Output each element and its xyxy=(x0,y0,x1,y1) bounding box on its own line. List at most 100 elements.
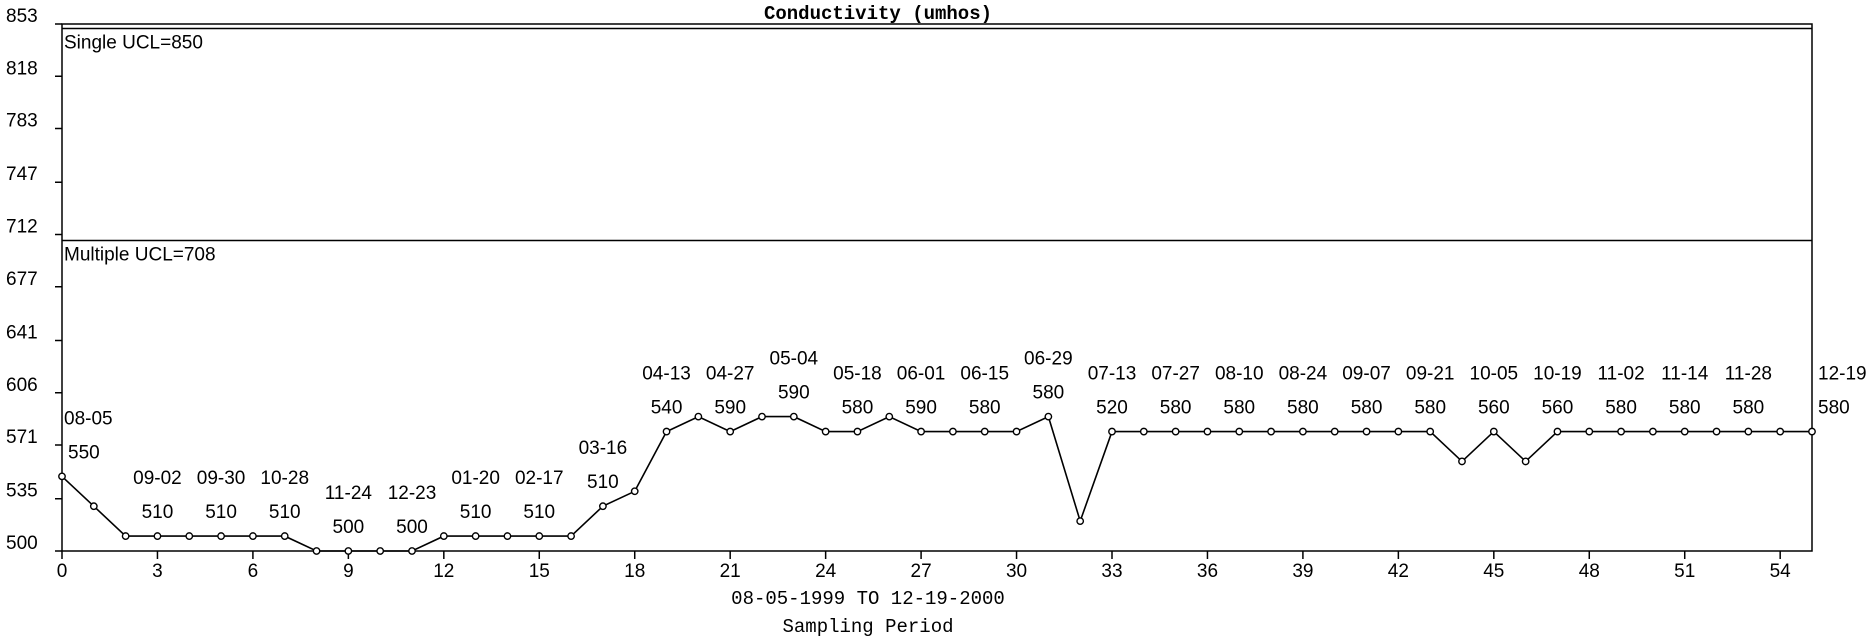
x-tick-label: 15 xyxy=(529,561,550,582)
data-point xyxy=(121,532,130,540)
data-point xyxy=(1108,427,1116,436)
y-tick-label: 783 xyxy=(6,111,38,132)
x-tick-label: 54 xyxy=(1770,561,1792,582)
point-value-label: 580 xyxy=(1818,398,1850,419)
data-point xyxy=(1267,427,1275,436)
date-range-label: 08-05-1999 TO 12-19-2000 xyxy=(731,588,1005,610)
data-point xyxy=(1426,427,1435,436)
x-tick-label: 36 xyxy=(1197,561,1218,582)
x-tick-label: 39 xyxy=(1292,561,1313,582)
point-value-label: 510 xyxy=(205,502,237,523)
point-date-label: 09-30 xyxy=(197,468,246,489)
point-value-label: 580 xyxy=(969,398,1001,419)
data-point xyxy=(1585,427,1594,436)
data-point xyxy=(1489,427,1498,436)
point-date-label: 11-24 xyxy=(325,483,373,504)
data-point xyxy=(1203,427,1212,436)
data-point xyxy=(376,547,385,555)
point-date-label: 04-13 xyxy=(642,364,691,385)
data-point xyxy=(1330,427,1339,436)
point-value-label: 580 xyxy=(842,398,874,419)
x-tick-label: 0 xyxy=(57,561,68,582)
point-value-label: 560 xyxy=(1542,398,1574,419)
point-date-label: 08-05 xyxy=(64,408,113,429)
point-date-label: 10-28 xyxy=(260,468,309,489)
x-tick-label: 3 xyxy=(152,561,163,582)
point-value-label: 520 xyxy=(1096,398,1128,419)
x-tick-label: 42 xyxy=(1388,561,1409,582)
point-value-label: 510 xyxy=(142,502,174,523)
x-tick-label: 51 xyxy=(1674,561,1695,582)
point-date-label: 11-02 xyxy=(1597,364,1644,385)
x-tick-label: 12 xyxy=(433,561,454,582)
point-value-label: 590 xyxy=(778,383,810,404)
control-limits: Single UCL=850 Multiple UCL=708 xyxy=(62,27,1812,265)
x-tick-label: 6 xyxy=(248,561,259,582)
data-point xyxy=(1235,427,1244,436)
data-point xyxy=(58,472,66,481)
x-tick-label: 45 xyxy=(1483,561,1504,582)
data-point xyxy=(217,532,225,540)
x-tick-label: 30 xyxy=(1006,561,1027,582)
y-tick-label: 747 xyxy=(6,164,38,185)
data-point xyxy=(471,532,480,540)
point-date-label: 05-18 xyxy=(833,364,882,385)
y-tick-label: 677 xyxy=(6,269,38,290)
y-tick-label: 535 xyxy=(6,481,38,502)
data-point xyxy=(535,532,544,540)
point-date-label: 10-05 xyxy=(1470,364,1519,385)
data-point xyxy=(439,532,448,540)
point-value-label: 510 xyxy=(523,502,555,523)
point-date-label: 11-28 xyxy=(1725,364,1772,385)
data-point xyxy=(1680,427,1689,436)
data-point xyxy=(1171,427,1180,436)
point-value-label: 580 xyxy=(1351,398,1383,419)
data-point xyxy=(821,427,830,436)
data-point xyxy=(1012,427,1021,436)
data-point xyxy=(1044,412,1053,421)
ucl-label: Single UCL=850 xyxy=(64,32,203,53)
point-date-label: 08-24 xyxy=(1279,364,1328,385)
point-date-label: 10-19 xyxy=(1533,364,1582,385)
point-value-label: 580 xyxy=(1605,398,1637,419)
data-point xyxy=(1744,427,1753,436)
plot-frame xyxy=(61,23,1813,552)
x-tick-label: 21 xyxy=(720,561,741,582)
data-point xyxy=(1617,427,1625,436)
data-point xyxy=(503,532,512,540)
point-value-label: 500 xyxy=(396,517,428,538)
data-point xyxy=(1076,517,1085,526)
data-point xyxy=(89,502,98,511)
y-tick-label: 606 xyxy=(6,375,38,396)
point-value-label: 580 xyxy=(1033,383,1065,404)
data-point xyxy=(1521,457,1530,466)
data-point xyxy=(1649,427,1657,436)
data-point xyxy=(249,532,257,540)
point-date-label: 09-21 xyxy=(1406,364,1455,385)
data-point xyxy=(630,487,639,496)
data-point xyxy=(567,532,575,540)
data-point xyxy=(153,532,162,540)
point-date-label: 02-17 xyxy=(515,468,564,489)
point-date-label: 12-23 xyxy=(388,483,437,504)
point-value-label: 550 xyxy=(68,442,100,463)
data-point xyxy=(1776,427,1785,436)
x-axis-label: Sampling Period xyxy=(782,616,953,638)
point-value-label: 560 xyxy=(1478,398,1510,419)
y-tick-label: 571 xyxy=(6,427,38,448)
data-point xyxy=(280,532,289,540)
point-value-label: 510 xyxy=(587,472,619,493)
point-date-label: 07-13 xyxy=(1088,364,1137,385)
point-value-label: 580 xyxy=(1287,398,1319,419)
x-tick-label: 33 xyxy=(1101,561,1122,582)
data-point xyxy=(1139,427,1148,436)
data-point xyxy=(1808,427,1816,436)
y-tick-label: 853 xyxy=(6,6,38,27)
point-date-label: 11-14 xyxy=(1661,364,1709,385)
data-point xyxy=(599,502,607,511)
data-point xyxy=(312,547,321,555)
point-date-label: 06-01 xyxy=(897,364,946,385)
data-point xyxy=(726,427,735,436)
point-date-label: 09-07 xyxy=(1342,364,1391,385)
point-value-label: 500 xyxy=(333,517,365,538)
